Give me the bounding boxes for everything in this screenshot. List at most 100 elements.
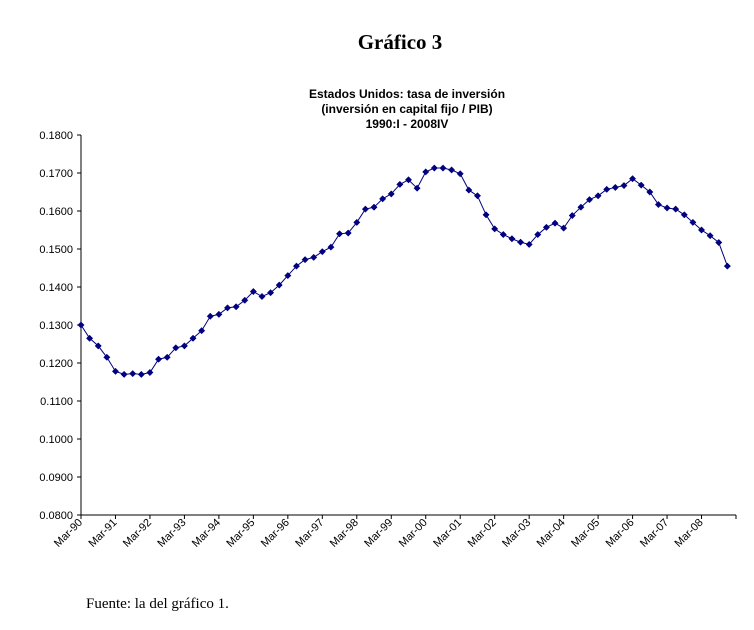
data-point-marker — [672, 205, 680, 213]
data-point-marker — [223, 304, 232, 312]
data-point-marker — [715, 238, 723, 247]
x-axis-ticks: Mar-90 Mar-91 Mar-92 Mar-93 Mar-94 Mar-95 Mar-… — [52, 515, 737, 550]
data-point-marker — [353, 218, 361, 226]
y-tick-label: 0.1100 — [40, 396, 73, 408]
data-point-marker — [620, 181, 628, 190]
data-point-marker — [180, 342, 188, 350]
data-point-marker — [120, 370, 128, 378]
x-tick-label: Mar-93 — [155, 517, 188, 550]
data-point-marker — [560, 224, 568, 232]
data-point-marker — [551, 219, 559, 227]
data-point-marker — [697, 226, 706, 234]
x-tick-label: Mar-95 — [224, 517, 257, 550]
data-point-marker — [499, 231, 507, 239]
data-point-marker — [267, 289, 275, 297]
data-point-marker — [335, 230, 344, 238]
data-point-marker — [508, 235, 516, 243]
data-point-marker — [577, 203, 585, 211]
x-tick-label: Mar-05 — [569, 517, 602, 550]
data-point-marker — [327, 243, 335, 251]
data-point-marker — [422, 168, 430, 176]
data-point-marker — [301, 256, 309, 264]
x-tick-label: Mar-06 — [604, 517, 637, 550]
data-point-marker — [111, 367, 120, 375]
data-point-marker — [103, 353, 111, 361]
chart-title-line: Estados Unidos: tasa de inversión — [309, 87, 505, 101]
data-point-marker — [594, 192, 602, 200]
y-tick-label: 0.1800 — [39, 130, 73, 142]
data-point-marker — [232, 303, 240, 311]
data-point-marker — [516, 238, 525, 246]
data-point-marker — [482, 211, 490, 219]
data-point-marker — [637, 181, 645, 189]
data-point-marker — [611, 183, 619, 191]
data-point-marker — [646, 188, 654, 196]
x-tick-label: Mar-94 — [190, 517, 223, 550]
data-point-marker — [249, 288, 257, 296]
x-tick-label: Mar-03 — [500, 517, 533, 550]
y-tick-label: 0.1400 — [39, 282, 73, 294]
data-point-marker — [318, 248, 326, 256]
data-point-marker — [206, 312, 214, 320]
data-point-marker — [396, 180, 404, 188]
y-tick-label: 0.0900 — [39, 472, 73, 484]
line-chart: Estados Unidos: tasa de inversión(invers… — [39, 87, 737, 550]
x-tick-label: Mar-02 — [466, 517, 499, 550]
y-tick-label: 0.1300 — [39, 320, 73, 332]
x-tick-label: Mar-99 — [362, 517, 395, 550]
y-tick-label: 0.1700 — [39, 168, 73, 180]
chart-title: Estados Unidos: tasa de inversión(invers… — [309, 87, 505, 131]
chart-title-line: (inversión en capital fijo / PIB) — [321, 102, 492, 116]
data-point-marker — [94, 342, 102, 350]
y-tick-label: 0.1200 — [39, 358, 73, 370]
page-heading: Gráfico 3 — [357, 30, 443, 54]
data-point-marker — [534, 231, 542, 239]
series-line — [80, 167, 728, 375]
data-point-marker — [155, 355, 163, 363]
data-point-marker — [344, 229, 352, 237]
data-point-marker — [77, 321, 85, 329]
y-tick-label: 0.1500 — [39, 244, 73, 256]
data-point-marker — [379, 195, 387, 203]
data-point-marker — [258, 292, 266, 301]
x-tick-label: Mar-98 — [328, 517, 361, 550]
x-tick-label: Mar-91 — [86, 517, 119, 550]
x-tick-label: Mar-04 — [535, 517, 568, 550]
data-point-marker — [629, 175, 637, 183]
data-point-marker — [284, 272, 292, 280]
x-tick-label: Mar-07 — [638, 517, 671, 550]
data-point-marker — [568, 212, 576, 220]
data-point-marker — [706, 232, 714, 240]
data-point-marker — [542, 223, 550, 231]
data-point-marker — [86, 334, 94, 342]
data-point-marker — [413, 184, 421, 192]
data-point-marker — [215, 310, 223, 318]
series — [77, 164, 731, 378]
x-tick-label: Mar-96 — [259, 517, 292, 550]
data-point-marker — [404, 176, 413, 184]
source-note: Fuente: la del gráfico 1. — [86, 596, 229, 612]
data-point-marker — [663, 204, 671, 212]
data-point-marker — [189, 334, 197, 342]
chart-container: Estados Unidos: tasa de inversión (invers… — [0, 80, 754, 580]
data-point-marker — [137, 370, 145, 378]
y-axis-ticks: 0.0800 0.0900 0.1000 0.1100 0.1200 0.1300 0.14… — [39, 130, 81, 522]
data-point-marker — [146, 368, 154, 377]
x-tick-label: Mar-00 — [397, 517, 430, 550]
data-point-marker — [241, 296, 249, 304]
data-point-marker — [525, 240, 533, 248]
data-point-marker — [439, 164, 447, 172]
data-point-marker — [198, 327, 206, 335]
data-point-marker — [456, 170, 464, 178]
data-point-marker — [491, 225, 499, 233]
data-point-marker — [361, 205, 369, 213]
x-tick-label: Mar-08 — [673, 517, 706, 550]
data-point-marker — [603, 185, 611, 193]
chart-axes — [80, 135, 736, 516]
data-point-marker — [430, 164, 438, 172]
data-point-marker — [387, 190, 395, 198]
data-point-marker — [585, 196, 594, 204]
data-point-marker — [654, 200, 662, 209]
data-point-marker — [163, 353, 171, 361]
y-tick-label: 0.1600 — [39, 206, 73, 218]
